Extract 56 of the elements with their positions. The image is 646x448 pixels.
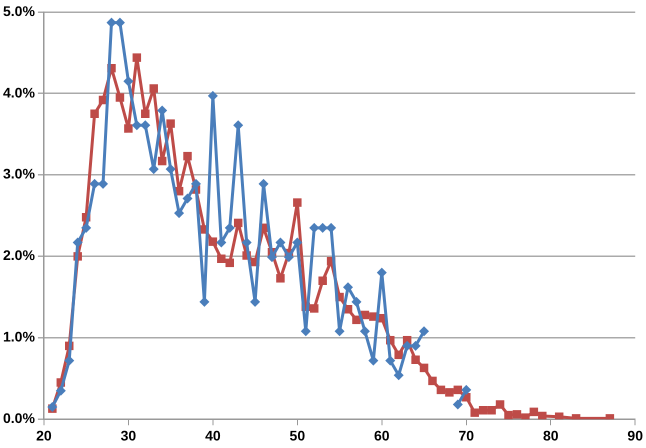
x-tick-label: 30: [120, 427, 136, 444]
point: [309, 222, 320, 233]
point: [98, 178, 108, 189]
point: [90, 178, 100, 189]
x-tick-label: 50: [290, 427, 306, 444]
point: [410, 340, 421, 351]
point: [385, 356, 396, 366]
point: [258, 178, 269, 189]
point: [343, 282, 354, 292]
point: [419, 326, 430, 336]
point: [123, 76, 134, 86]
y-tick-label: 2.0%: [2, 247, 36, 264]
point: [461, 384, 472, 395]
point: [132, 120, 142, 130]
point: [166, 164, 176, 174]
point: [360, 326, 370, 336]
point: [224, 222, 235, 233]
y-tick-label: 3.0%: [2, 166, 36, 182]
point: [56, 386, 66, 396]
point: [182, 194, 193, 204]
point: [174, 208, 184, 218]
point: [284, 252, 294, 262]
x-tick-label: 80: [542, 427, 559, 444]
y-tick-label: 5.0%: [2, 2, 36, 19]
x-tick-label: 70: [458, 427, 474, 444]
point: [242, 237, 252, 248]
point: [81, 222, 92, 233]
point: [368, 356, 378, 366]
point: [452, 400, 463, 410]
point: [106, 18, 116, 28]
y-tick-label: 0.0%: [2, 410, 36, 426]
point: [114, 18, 125, 28]
point: [266, 252, 277, 262]
point: [275, 237, 286, 248]
y-tick-label: 1.0%: [2, 328, 36, 345]
x-tick-label: 90: [627, 427, 644, 444]
point: [64, 356, 74, 366]
point: [351, 296, 362, 307]
point: [199, 296, 210, 307]
point: [334, 326, 345, 336]
x-tick-label: 20: [36, 427, 52, 444]
point: [326, 222, 336, 233]
point: [233, 120, 244, 130]
x-tick-label: 40: [205, 427, 221, 444]
point: [208, 90, 218, 101]
point: [47, 402, 58, 412]
point: [402, 340, 412, 351]
point: [190, 178, 201, 189]
point: [72, 237, 83, 248]
x-tick-label: 60: [374, 427, 390, 444]
y-tick-label: 4.0%: [2, 84, 36, 100]
point: [318, 222, 328, 233]
point: [292, 237, 302, 248]
point: [140, 120, 150, 130]
point: [394, 370, 404, 380]
point: [250, 296, 260, 307]
